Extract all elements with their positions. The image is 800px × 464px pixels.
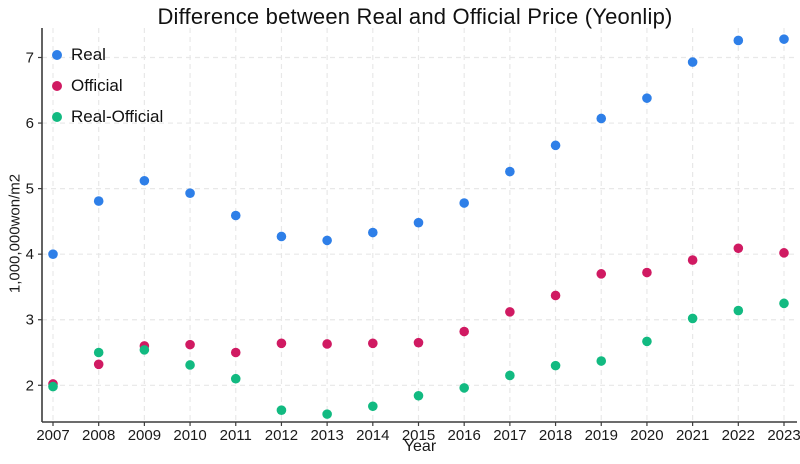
data-point (93, 359, 104, 370)
data-point (459, 326, 469, 337)
data-point (687, 255, 698, 265)
data-point (322, 235, 332, 246)
x-tick-label: 2022 (722, 427, 755, 444)
data-point (550, 140, 561, 151)
y-tick-label: 5 (26, 181, 34, 198)
data-point (642, 267, 652, 278)
legend-label-real: Real (71, 45, 106, 64)
data-point (596, 113, 607, 124)
x-tick-label: 2023 (767, 427, 800, 444)
legend-dot-real-official-icon (52, 112, 62, 122)
series-real-points (48, 34, 789, 259)
series-real-official-points (48, 298, 789, 419)
x-tick-label: 2007 (36, 427, 69, 444)
data-point (733, 35, 744, 46)
x-tick-label: 2015 (402, 427, 435, 444)
data-point (322, 339, 332, 349)
data-point (276, 231, 287, 242)
data-point (596, 356, 607, 366)
data-point (779, 298, 789, 309)
y-tick-label: 4 (26, 246, 34, 263)
x-tick-label: 2013 (310, 427, 343, 444)
legend: Real Official Real-Official (52, 44, 163, 128)
data-point (413, 337, 424, 348)
data-point (48, 381, 58, 392)
y-tick-label: 6 (26, 115, 34, 132)
data-point (230, 210, 241, 221)
data-point (642, 336, 652, 347)
x-tick-label: 2016 (448, 427, 481, 444)
x-tick-label: 2011 (220, 427, 252, 444)
legend-dot-official-icon (52, 81, 62, 91)
data-point (93, 347, 104, 358)
data-point (550, 360, 561, 371)
legend-dot-real-icon (52, 50, 62, 60)
x-tick-label: 2018 (539, 427, 572, 444)
legend-item-real-official: Real-Official (52, 106, 163, 128)
y-tick-label: 7 (26, 50, 34, 67)
x-tick-label: 2012 (265, 427, 298, 444)
x-tick-label: 2008 (82, 427, 115, 444)
legend-label-real-official: Real-Official (71, 107, 164, 126)
data-point (322, 409, 332, 419)
legend-item-real: Real (52, 44, 163, 66)
data-point (139, 345, 150, 355)
data-point (505, 307, 515, 317)
y-tick-label: 3 (26, 312, 34, 329)
data-point (230, 347, 241, 358)
data-point (276, 405, 287, 415)
data-point (413, 390, 424, 401)
data-point (230, 373, 241, 384)
data-point (48, 249, 58, 259)
data-point (459, 383, 469, 393)
x-tick-label: 2020 (630, 427, 663, 444)
data-point (276, 338, 287, 349)
data-point (139, 175, 150, 186)
x-tick-label: 2019 (585, 427, 618, 444)
x-tick-label: 2009 (128, 427, 161, 444)
data-point (733, 243, 744, 254)
data-point (459, 198, 469, 208)
y-tick-label: 2 (26, 377, 34, 394)
x-tick-label: 2021 (676, 427, 709, 444)
x-tick-label: 2010 (173, 427, 206, 444)
data-point (185, 188, 195, 199)
data-point (733, 305, 744, 316)
data-point (687, 313, 698, 324)
legend-item-official: Official (52, 75, 163, 97)
x-tick-label: 2017 (493, 427, 526, 444)
data-point (505, 370, 515, 381)
data-point (185, 360, 195, 370)
legend-label-official: Official (71, 76, 123, 95)
data-point (368, 227, 378, 238)
data-point (779, 248, 789, 258)
x-axis-title: Year (403, 438, 437, 455)
data-point (185, 339, 195, 350)
data-point (505, 166, 515, 177)
data-point (413, 217, 424, 228)
data-point (642, 93, 652, 103)
x-tick-label: 2014 (356, 427, 389, 444)
data-point (550, 290, 561, 301)
data-point (687, 57, 698, 67)
data-point (368, 401, 378, 412)
data-point (93, 196, 104, 206)
data-point (596, 269, 607, 279)
chart-title: Difference between Real and Official Pri… (157, 4, 673, 29)
data-point (368, 338, 378, 349)
data-point (779, 34, 789, 44)
